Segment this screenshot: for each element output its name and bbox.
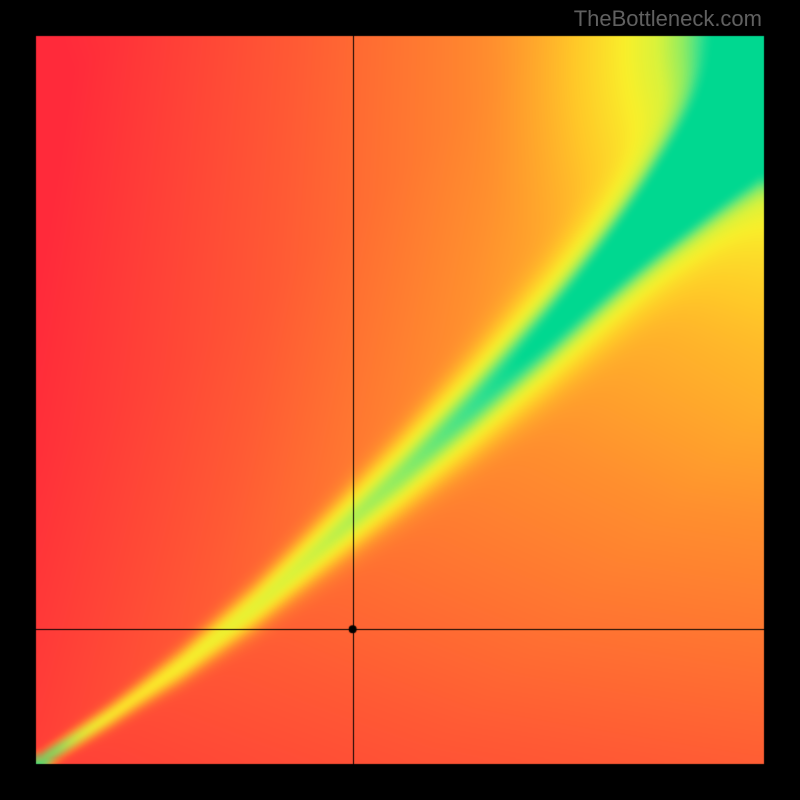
watermark-text: TheBottleneck.com: [574, 6, 762, 32]
bottleneck-heatmap: [0, 0, 800, 800]
chart-container: TheBottleneck.com: [0, 0, 800, 800]
